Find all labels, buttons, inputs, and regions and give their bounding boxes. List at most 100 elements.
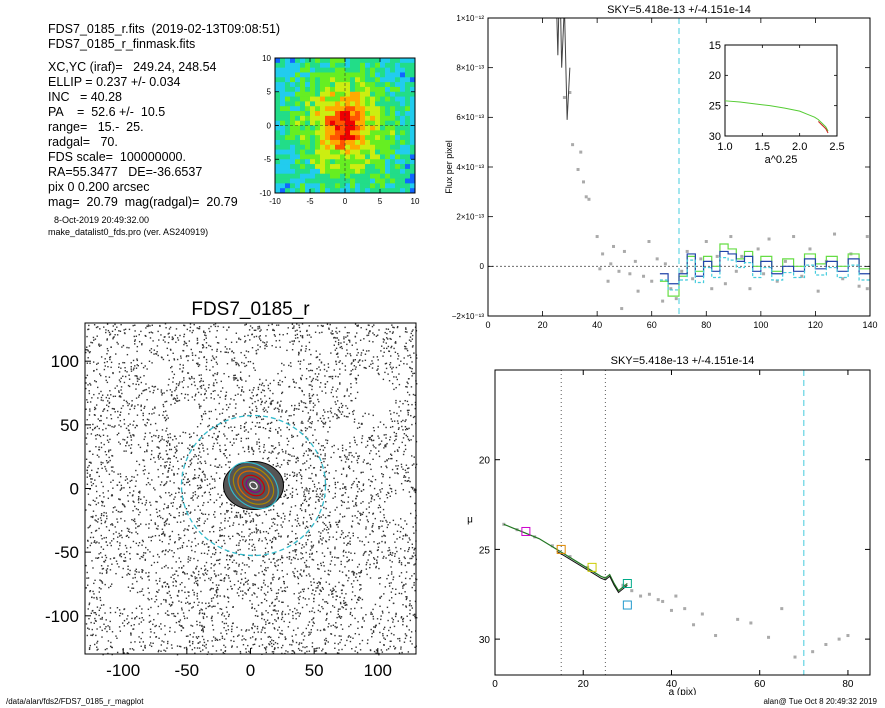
noise-point: [137, 499, 140, 501]
noise-point: [300, 400, 302, 402]
noise-point: [387, 524, 389, 526]
noise-point: [253, 531, 256, 533]
heatmap-cell: [355, 164, 361, 170]
noise-point: [102, 410, 104, 412]
noise-point: [132, 494, 134, 496]
noise-point: [277, 559, 279, 561]
noise-point: [403, 476, 405, 478]
noise-point: [284, 636, 286, 638]
noise-point: [202, 447, 204, 449]
heatmap-cell: [285, 96, 291, 102]
noise-point: [185, 472, 187, 475]
heatmap-cell: [340, 106, 346, 112]
noise-point: [94, 500, 96, 503]
noise-point: [336, 396, 338, 398]
noise-point: [105, 556, 108, 559]
noise-point: [242, 399, 245, 401]
noise-point: [352, 637, 354, 639]
noise-point: [398, 446, 400, 449]
noise-point: [318, 647, 320, 649]
noise-point: [354, 594, 356, 597]
noise-point: [88, 647, 91, 649]
heatmap-cell: [410, 149, 416, 155]
noise-point: [404, 550, 406, 552]
noise-point: [133, 649, 135, 651]
noise-point: [161, 394, 163, 396]
noise-point: [116, 334, 119, 336]
noise-point: [188, 480, 191, 482]
noise-point: [342, 494, 344, 496]
noise-point: [342, 551, 345, 553]
noise-point: [177, 591, 180, 593]
noise-point: [365, 328, 368, 331]
noise-point: [109, 424, 111, 427]
noise-point: [196, 497, 199, 499]
noise-point: [216, 381, 218, 384]
heatmap-cell: [320, 82, 326, 88]
noise-point: [131, 495, 134, 497]
heatmap-cell: [375, 58, 381, 64]
noise-point: [344, 601, 347, 604]
heatmap-cell: [280, 139, 286, 146]
noise-point: [213, 478, 216, 480]
heatmap-cell: [310, 130, 316, 136]
info-line: INC = 40.28: [48, 90, 122, 104]
noise-point: [199, 624, 201, 627]
noise-point: [316, 488, 319, 490]
noise-point: [348, 570, 350, 572]
noise-point: [175, 570, 177, 572]
noise-point: [338, 361, 340, 364]
noise-point: [143, 375, 145, 377]
noise-point: [156, 583, 159, 585]
noise-point: [138, 541, 141, 544]
noise-point: [109, 611, 112, 614]
heatmap-cell: [410, 77, 416, 83]
noise-point: [177, 548, 179, 550]
noise-point: [251, 606, 253, 609]
noise-point: [263, 618, 266, 621]
noise-point: [221, 614, 223, 616]
noise-point: [128, 413, 130, 415]
noise-point: [370, 435, 373, 437]
noise-point: [129, 492, 131, 494]
noise-point: [111, 583, 113, 585]
noise-point: [388, 458, 390, 460]
noise-point: [171, 391, 173, 393]
noise-point: [311, 558, 313, 561]
noise-point: [414, 401, 417, 404]
noise-point: [309, 525, 312, 527]
noise-point: [401, 581, 403, 584]
noise-point: [179, 368, 181, 370]
noise-point: [255, 335, 258, 338]
noise-point: [89, 524, 92, 527]
noise-point: [197, 495, 200, 497]
noise-point: [327, 488, 329, 491]
noise-point: [119, 553, 121, 556]
noise-point: [373, 541, 375, 543]
noise-point: [397, 524, 400, 526]
noise-point: [207, 453, 209, 455]
noise-point: [316, 394, 318, 396]
noise-point: [91, 469, 93, 472]
noise-point: [91, 428, 94, 431]
noise-point: [199, 621, 201, 624]
noise-point: [308, 634, 310, 636]
noise-point: [192, 499, 194, 501]
heatmap-cell: [295, 135, 301, 141]
noise-point: [106, 417, 108, 419]
noise-point: [190, 375, 193, 378]
noise-point: [411, 403, 413, 406]
noise-point: [201, 442, 203, 445]
heatmap-cell: [365, 178, 371, 184]
noise-point: [279, 404, 281, 406]
noise-point: [175, 456, 178, 459]
noise-point: [226, 509, 228, 512]
noise-point: [270, 402, 273, 405]
noise-point: [330, 593, 333, 595]
noise-point: [248, 629, 250, 631]
noise-point: [191, 648, 194, 651]
noise-point: [240, 394, 242, 396]
noise-point: [291, 471, 294, 473]
heatmap-cell: [330, 58, 336, 64]
noise-point: [413, 532, 415, 534]
